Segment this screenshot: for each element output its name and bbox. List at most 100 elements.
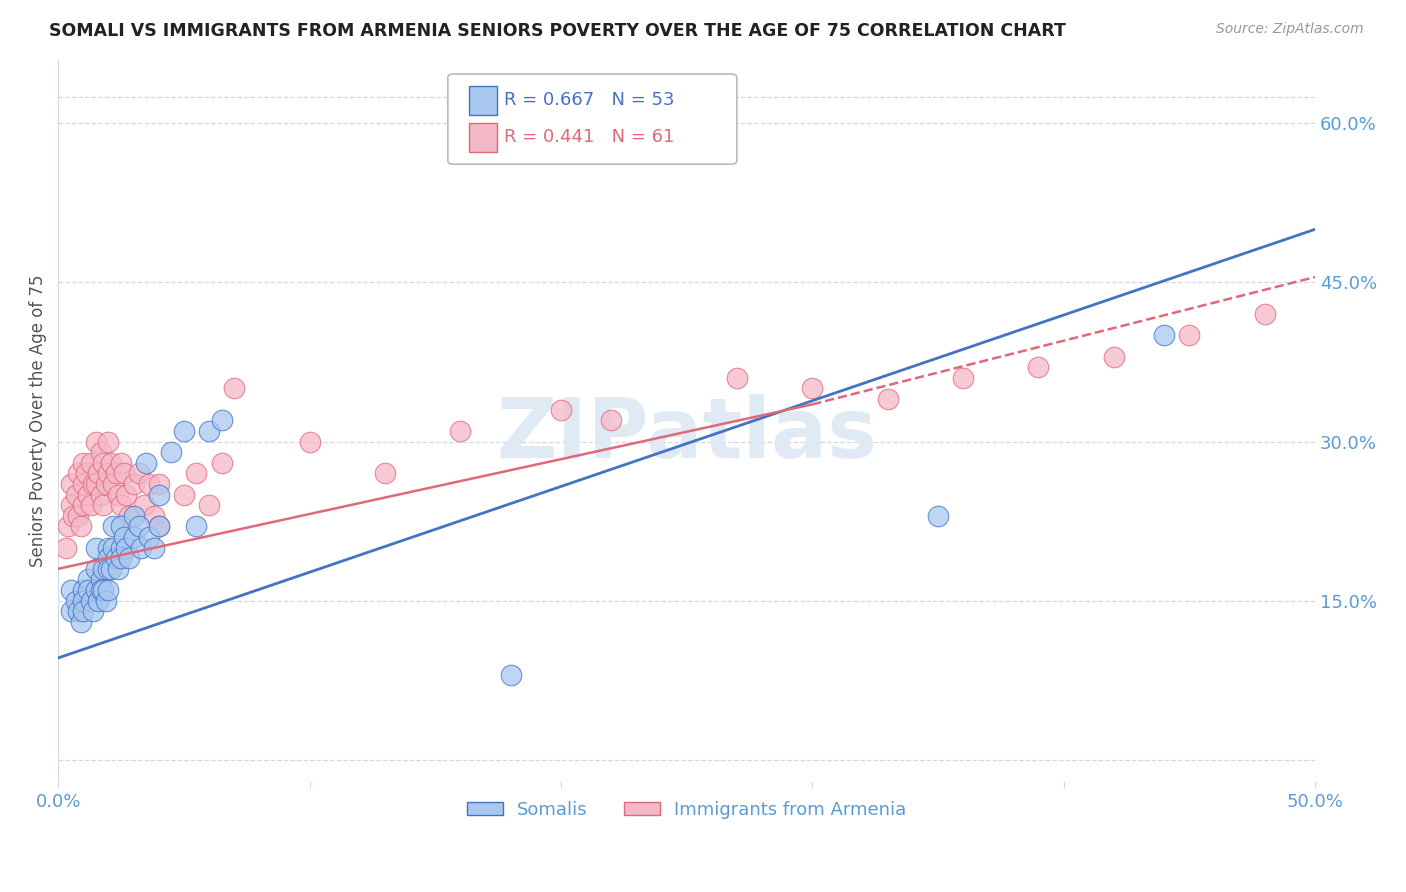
Point bbox=[148, 477, 170, 491]
Point bbox=[173, 487, 195, 501]
Point bbox=[72, 477, 94, 491]
Point bbox=[211, 413, 233, 427]
Point bbox=[107, 487, 129, 501]
Point bbox=[1253, 307, 1275, 321]
Point bbox=[198, 498, 221, 512]
Point bbox=[93, 498, 115, 512]
Point bbox=[72, 456, 94, 470]
Point bbox=[84, 562, 107, 576]
Text: ZIPatlas: ZIPatlas bbox=[496, 394, 877, 475]
Point bbox=[82, 604, 104, 618]
Point bbox=[1153, 328, 1175, 343]
Point bbox=[160, 445, 183, 459]
Point bbox=[77, 582, 100, 597]
Point bbox=[93, 582, 115, 597]
Point bbox=[138, 530, 160, 544]
Y-axis label: Seniors Poverty Over the Age of 75: Seniors Poverty Over the Age of 75 bbox=[30, 274, 46, 566]
Point bbox=[84, 582, 107, 597]
Point bbox=[65, 593, 87, 607]
Point bbox=[72, 582, 94, 597]
Point bbox=[104, 551, 127, 566]
Point bbox=[103, 519, 125, 533]
Point bbox=[104, 467, 127, 481]
Text: SOMALI VS IMMIGRANTS FROM ARMENIA SENIORS POVERTY OVER THE AGE OF 75 CORRELATION: SOMALI VS IMMIGRANTS FROM ARMENIA SENIOR… bbox=[49, 22, 1066, 40]
Point bbox=[84, 477, 107, 491]
Bar bbox=[470, 86, 496, 115]
Point bbox=[97, 434, 120, 449]
Point bbox=[67, 508, 90, 523]
Point bbox=[148, 519, 170, 533]
Point bbox=[952, 371, 974, 385]
Point bbox=[97, 562, 120, 576]
Point bbox=[122, 477, 145, 491]
Point bbox=[224, 382, 246, 396]
Point bbox=[103, 477, 125, 491]
Point bbox=[374, 467, 396, 481]
Point bbox=[103, 541, 125, 555]
Point bbox=[1102, 350, 1125, 364]
Point bbox=[75, 467, 97, 481]
Text: R = 0.441   N = 61: R = 0.441 N = 61 bbox=[505, 128, 675, 146]
Point bbox=[198, 424, 221, 438]
Point bbox=[550, 402, 572, 417]
Point bbox=[129, 541, 152, 555]
Point bbox=[110, 551, 132, 566]
Point bbox=[93, 456, 115, 470]
Point bbox=[80, 593, 103, 607]
Point bbox=[173, 424, 195, 438]
Point bbox=[186, 519, 208, 533]
Point bbox=[72, 593, 94, 607]
Point bbox=[1028, 360, 1050, 375]
Point bbox=[115, 487, 138, 501]
Point bbox=[142, 508, 165, 523]
Point bbox=[87, 593, 110, 607]
Point bbox=[59, 498, 82, 512]
Point bbox=[128, 519, 150, 533]
Point bbox=[142, 541, 165, 555]
Text: R = 0.667   N = 53: R = 0.667 N = 53 bbox=[505, 92, 675, 110]
Point bbox=[600, 413, 623, 427]
Point bbox=[298, 434, 321, 449]
Point bbox=[115, 541, 138, 555]
Point bbox=[59, 604, 82, 618]
Point bbox=[55, 541, 77, 555]
Point bbox=[77, 573, 100, 587]
Point bbox=[90, 582, 112, 597]
Point bbox=[94, 477, 117, 491]
Legend: Somalis, Immigrants from Armenia: Somalis, Immigrants from Armenia bbox=[460, 794, 914, 826]
Point bbox=[80, 456, 103, 470]
Point bbox=[186, 467, 208, 481]
Point bbox=[87, 467, 110, 481]
Point bbox=[725, 371, 748, 385]
Point bbox=[117, 508, 139, 523]
Point bbox=[93, 562, 115, 576]
Point bbox=[69, 519, 91, 533]
Point bbox=[84, 434, 107, 449]
Point bbox=[148, 519, 170, 533]
Point bbox=[135, 456, 157, 470]
Point bbox=[90, 487, 112, 501]
Point bbox=[110, 519, 132, 533]
Point bbox=[122, 508, 145, 523]
Point bbox=[67, 604, 90, 618]
Point bbox=[122, 530, 145, 544]
Point bbox=[59, 582, 82, 597]
FancyBboxPatch shape bbox=[447, 74, 737, 164]
Point bbox=[80, 498, 103, 512]
Point bbox=[128, 467, 150, 481]
Point bbox=[97, 551, 120, 566]
Point bbox=[67, 467, 90, 481]
Point bbox=[69, 615, 91, 629]
Point bbox=[84, 541, 107, 555]
Point bbox=[876, 392, 898, 406]
Point bbox=[82, 477, 104, 491]
Point bbox=[100, 562, 122, 576]
Point bbox=[90, 573, 112, 587]
Point bbox=[110, 456, 132, 470]
Point bbox=[72, 604, 94, 618]
Point bbox=[62, 508, 84, 523]
Point bbox=[117, 551, 139, 566]
Point bbox=[72, 498, 94, 512]
Point bbox=[97, 541, 120, 555]
Point bbox=[90, 445, 112, 459]
